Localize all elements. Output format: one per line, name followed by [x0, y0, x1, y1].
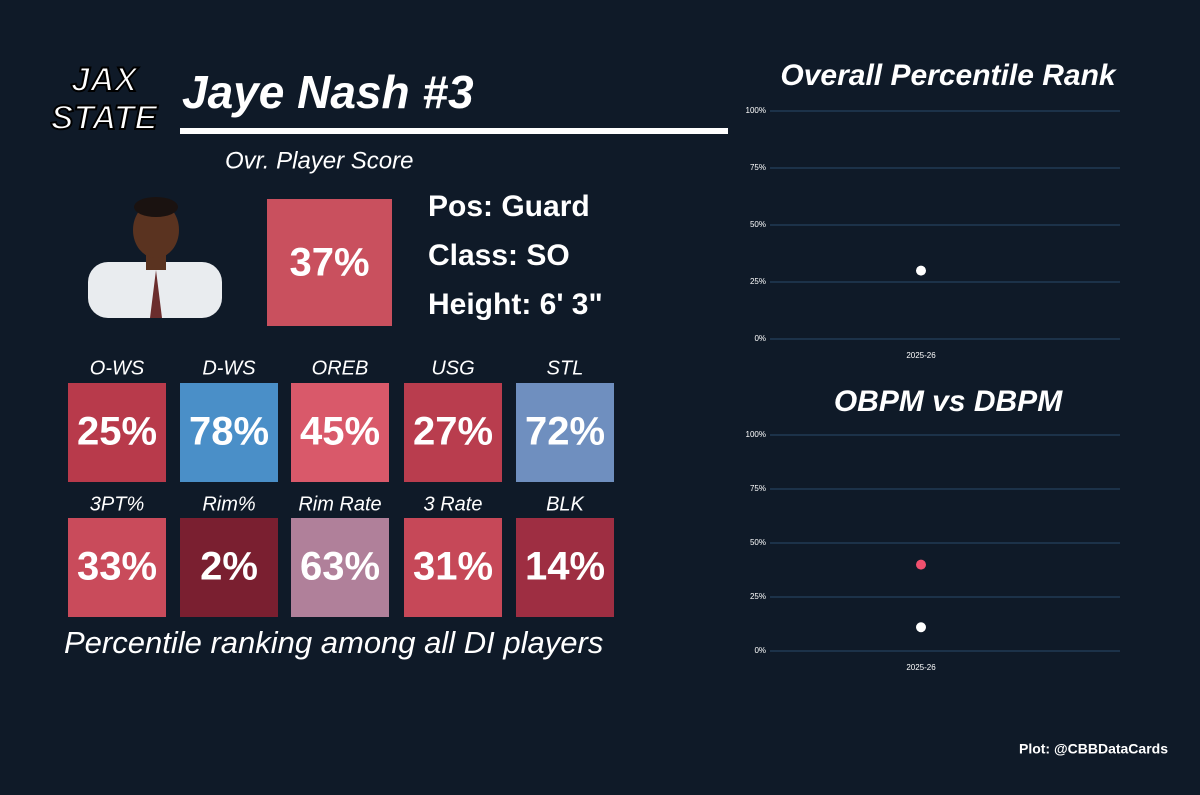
hair [134, 197, 178, 217]
tile-value: 72% [525, 410, 605, 454]
info-line: Height: 6' 3" [428, 288, 603, 321]
logo-line: STATE [51, 99, 159, 137]
tile [180, 518, 278, 617]
tile-label: D-WS [202, 357, 256, 379]
y-tick-label: 75% [750, 484, 766, 493]
tile-label: BLK [546, 493, 585, 515]
info-line: Class: SO [428, 239, 570, 272]
overall-value: 37% [289, 241, 369, 285]
tile [404, 518, 502, 617]
tile [291, 383, 389, 482]
logo: JAX STATE [50, 60, 160, 138]
logo-line: JAX [71, 61, 139, 99]
head [133, 202, 179, 258]
stat-tiles: O-WS 25% D-WS 78% OREB 45% USG 27% STL 72% 3PT% 33%… [68, 357, 614, 617]
credit: Plot: @CBBDataCards [1019, 741, 1168, 757]
tile-label: USG [431, 357, 474, 379]
y-tick-label: 0% [754, 334, 766, 343]
tile-value: 25% [77, 410, 157, 454]
info-line: Pos: Guard [428, 190, 590, 223]
tile-value: 63% [300, 545, 380, 589]
y-tick-label: 50% [750, 538, 766, 547]
tile-value: 78% [189, 410, 269, 454]
tile-value: 31% [413, 545, 493, 589]
tile-label: O-WS [90, 357, 145, 379]
overall-label: Ovr. Player Score [225, 147, 414, 174]
y-tick-label: 25% [750, 592, 766, 601]
overall-score: 37% [267, 199, 392, 326]
tile [68, 518, 166, 617]
tile [180, 383, 278, 482]
y-tick-label: 50% [750, 220, 766, 229]
tile [291, 518, 389, 617]
point [916, 265, 926, 276]
tile [404, 383, 502, 482]
player-photo [88, 197, 222, 318]
overall-box [267, 199, 392, 326]
tile-label: Rim% [202, 493, 255, 515]
underline [180, 128, 728, 134]
y-tick-label: 100% [746, 106, 766, 115]
tile-label: Rim Rate [298, 493, 381, 515]
tile-value: 14% [525, 545, 605, 589]
tile-label: STL [547, 357, 584, 379]
chart-title: Overall Percentile Rank [780, 59, 1116, 92]
point [916, 622, 926, 633]
x-tick-label: 2025-26 [906, 663, 936, 672]
tile [516, 383, 614, 482]
y-tick-label: 0% [754, 646, 766, 655]
point [916, 559, 926, 570]
tile [516, 518, 614, 617]
y-tick-label: 25% [750, 277, 766, 286]
tile-label: OREB [312, 357, 369, 379]
tile-label: 3PT% [90, 493, 144, 515]
tile-value: 27% [413, 410, 493, 454]
tile-value: 2% [200, 545, 258, 589]
x-tick-label: 2025-26 [906, 351, 936, 360]
player-name: Jaye Nash #3 [182, 66, 474, 118]
charts: Overall Percentile Rank 0% 25% 50% 75% 100% 20… [746, 59, 1120, 672]
tie [150, 270, 162, 318]
y-tick-label: 75% [750, 163, 766, 172]
y-tick-label: 100% [746, 430, 766, 439]
footnote: Percentile ranking among all DI players [64, 625, 603, 660]
tile-value: 33% [77, 545, 157, 589]
tile-value: 45% [300, 410, 380, 454]
tile [68, 383, 166, 482]
chart-title: OBPM vs DBPM [834, 385, 1063, 418]
tile-label: 3 Rate [424, 493, 483, 515]
